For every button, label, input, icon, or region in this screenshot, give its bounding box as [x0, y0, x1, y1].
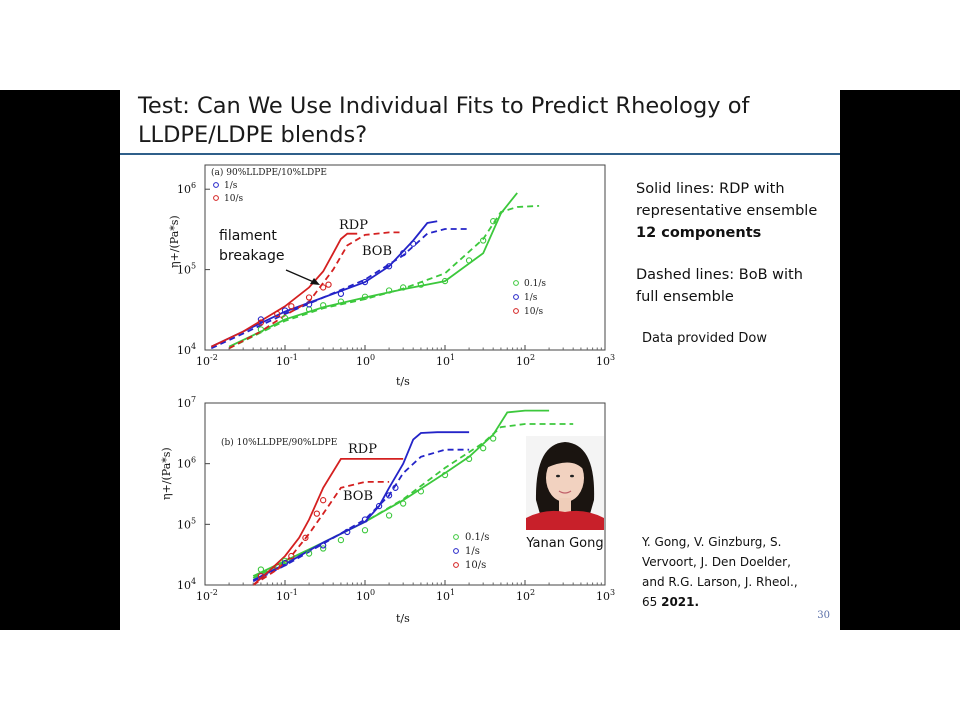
page-number: 30	[817, 610, 830, 621]
solid-lines-note: Solid lines: RDP with representative ens…	[636, 178, 817, 244]
title-divider	[120, 153, 840, 155]
solid-note-line2: representative ensemble	[636, 203, 818, 219]
citation-line3: and R.G. Larson, J. Rheol.,	[642, 575, 798, 589]
dashed-note-line1: Dashed lines: BoB with	[636, 267, 803, 283]
citation-line4: 65 2021.	[642, 592, 827, 612]
citation-volume: 65	[642, 595, 662, 609]
letterbox-left	[0, 90, 120, 630]
dashed-note-line2: full ensemble	[636, 289, 734, 305]
slide-title-line1: Test: Can We Use Individual Fits to Pred…	[138, 93, 750, 119]
slide: Test: Can We Use Individual Fits to Pred…	[120, 90, 840, 630]
solid-note-line1: Solid lines: RDP with	[636, 181, 785, 197]
dashed-lines-note: Dashed lines: BoB with full ensemble	[636, 264, 803, 308]
citation-line1: Y. Gong, V. Ginzburg, S.	[642, 535, 782, 549]
slide-title: Test: Can We Use Individual Fits to Pred…	[138, 92, 818, 150]
solid-note-line3: 12 components	[636, 225, 762, 241]
letterbox-right	[840, 90, 960, 630]
data-source-note: Data provided Dow	[642, 331, 767, 346]
citation-line2: Vervoort, J. Den Doelder,	[642, 555, 791, 569]
citation-year: 2021.	[661, 595, 700, 609]
slide-title-line2: LLDPE/LDPE blends?	[138, 122, 368, 148]
citation: Y. Gong, V. Ginzburg, S. Vervoort, J. De…	[642, 532, 827, 612]
